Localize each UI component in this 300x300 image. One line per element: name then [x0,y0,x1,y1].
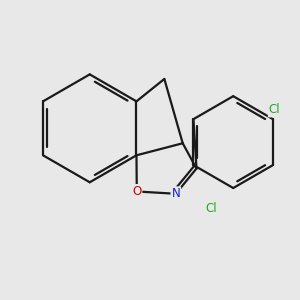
Text: Cl: Cl [269,103,280,116]
Text: Cl: Cl [206,202,217,215]
Text: O: O [132,185,141,198]
Text: N: N [172,187,180,200]
